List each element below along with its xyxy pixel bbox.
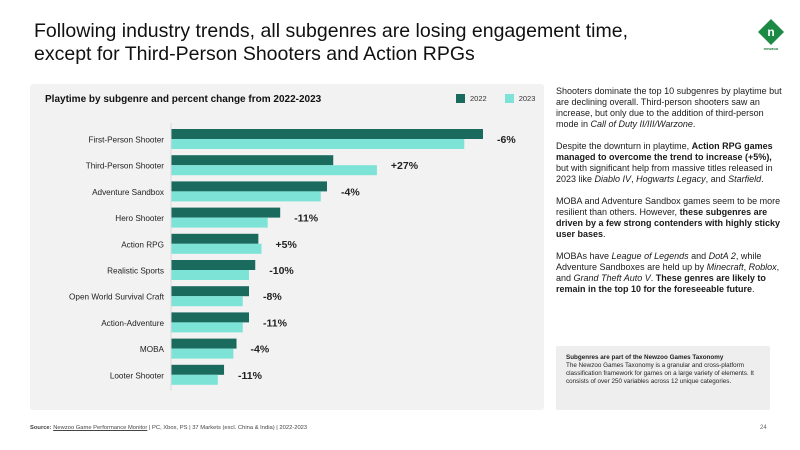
chart-card: First-Person Shooter -6% Third-Person Shoo… — [30, 84, 544, 410]
bar-2023 — [171, 374, 218, 385]
change-label: -4% — [251, 344, 270, 356]
legend-label-2023: 2023 — [518, 94, 536, 103]
bar-2022 — [171, 286, 249, 297]
taxonomy-body: The Newzoo Games Taxonomy is a granular … — [566, 362, 754, 385]
bar-chart: First-Person Shooter -6% Third-Person Shoo… — [69, 123, 516, 391]
change-label: -8% — [263, 291, 282, 303]
taxonomy-callout: Subgenres are part of the Newzoo Games T… — [556, 346, 770, 410]
legend-label-2022: 2022 — [470, 94, 487, 103]
category-label: MOBA — [140, 345, 165, 354]
commentary-paragraph-2: Despite the downturn in playtime, Action… — [556, 141, 773, 184]
category-label: Looter Shooter — [110, 371, 164, 380]
commentary: Shooters dominate the top 10 subgenres b… — [556, 86, 782, 306]
page-number: 24 — [760, 425, 767, 431]
newzoo-logo: n newzoo — [756, 18, 786, 54]
bar-2023 — [171, 217, 268, 228]
bar-2022 — [171, 233, 259, 244]
source-details: | PC, Xbox, PS | 37 Markets (excl. China… — [147, 425, 308, 431]
bar-2022 — [171, 129, 483, 139]
bar-2022 — [171, 260, 256, 270]
bar-2023 — [171, 296, 243, 307]
category-label: Hero Shooter — [115, 214, 164, 223]
change-label: -11% — [263, 317, 288, 329]
bar-2023 — [171, 243, 262, 254]
bar-2023 — [171, 165, 377, 176]
bar-2022 — [171, 338, 237, 349]
chart-title: Playtime by subgenre and percent change … — [45, 94, 322, 105]
category-label: Action RPG — [121, 240, 164, 249]
change-label: +27% — [391, 160, 419, 172]
svg-text:n: n — [767, 25, 774, 39]
commentary-paragraph-3: MOBA and Adventure Sandbox games seem to… — [556, 196, 781, 239]
bar-2022 — [171, 207, 281, 218]
bar-2023 — [171, 322, 243, 333]
newzoo-logo-icon: n — [758, 19, 784, 45]
bar-2023 — [171, 191, 321, 202]
logo-text: newzoo — [763, 46, 779, 51]
page-title: Following industry trends, all subgenres… — [34, 20, 628, 65]
legend-swatch-2023 — [504, 94, 514, 103]
category-label: First-Person Shooter — [88, 136, 164, 145]
change-label: -11% — [294, 213, 319, 225]
change-label: -4% — [341, 186, 360, 198]
commentary-paragraph-1: Shooters dominate the top 10 subgenres b… — [556, 86, 782, 129]
change-label: -6% — [497, 134, 516, 146]
source-link[interactable]: Newzoo Game Performance Monitor — [53, 425, 148, 431]
bar-2023 — [171, 348, 234, 359]
taxonomy-title: Subgenres are part of the Newzoo Games T… — [566, 354, 724, 361]
legend-swatch-2022 — [456, 94, 465, 103]
category-label: Action-Adventure — [101, 319, 164, 328]
change-label: +5% — [275, 239, 297, 251]
bar-2022 — [171, 312, 249, 323]
source-footer: Source: Newzoo Game Performance Monitor … — [30, 425, 307, 431]
bar-2022 — [171, 155, 334, 166]
chart-legend: 2022 2023 — [456, 94, 535, 103]
category-label: Adventure Sandbox — [92, 188, 164, 197]
bar-2022 — [171, 364, 225, 375]
bar-2023 — [171, 139, 465, 149]
bar-2023 — [171, 270, 249, 280]
bar-2022 — [171, 181, 327, 192]
category-label: Open World Survival Craft — [69, 293, 165, 302]
commentary-paragraph-4: MOBAs have League of Legends and DotA 2,… — [556, 251, 780, 294]
category-label: Realistic Sports — [107, 267, 164, 276]
change-label: -10% — [269, 265, 294, 277]
source-label: Source: — [30, 425, 52, 431]
change-label: -11% — [238, 370, 263, 382]
category-label: Third-Person Shooter — [86, 162, 165, 171]
